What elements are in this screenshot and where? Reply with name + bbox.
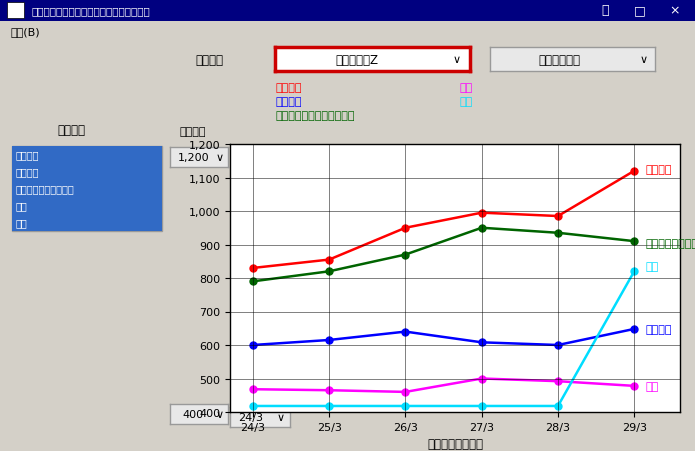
Bar [12,147,162,231]
Text: ×: × [669,5,680,18]
Text: 1,200: 1,200 [177,152,209,163]
Text: 工事種類別比較評点推移－経営建設（株）: 工事種類別比較評点推移－経営建設（株） [31,6,150,16]
Text: 土木一式: 土木一式 [16,150,40,160]
Text: ∨: ∨ [215,409,223,419]
Text: 24/3: 24/3 [238,412,263,422]
Text: ∨: ∨ [277,412,285,422]
Text: 工事種類: 工事種類 [57,124,85,137]
X-axis label: 決算期（年／月）: 決算期（年／月） [427,437,483,450]
Bar [12,164,162,180]
Text: 評点選択: 評点選択 [195,53,223,66]
Text: とび・土工・コンクリ: とび・土工・コンクリ [646,238,695,248]
Text: 追加表示なし: 追加表示なし [539,53,580,66]
Text: 鋼装: 鋼装 [460,83,473,93]
Text: とび・土工・コンクリート: とび・土工・コンクリート [275,111,354,121]
Text: 建築一式: 建築一式 [16,166,40,177]
Text: －: － [601,5,608,18]
Text: ∨: ∨ [639,55,648,65]
Text: （点数）: （点数） [180,127,206,137]
Bar [12,198,162,215]
Text: 解体: 解体 [460,97,473,107]
Text: □: □ [634,5,645,18]
Text: ∨: ∨ [215,152,223,163]
Text: 鋼装: 鋼装 [16,201,28,211]
Text: 技術力評点Z: 技術力評点Z [336,53,378,66]
Text: 建築一式: 建築一式 [646,324,672,334]
Bar [12,180,162,198]
Text: 解体: 解体 [16,217,28,227]
Bar [7,3,24,18]
Text: 解体: 解体 [646,262,659,272]
Text: 建築一式: 建築一式 [275,97,302,107]
Bar [12,147,162,164]
Text: 戻る(B): 戻る(B) [10,27,40,37]
Text: とび・土工・コンクリ: とび・土工・コンクリ [16,184,75,193]
Text: ∨: ∨ [452,55,460,65]
Text: 400: 400 [183,409,204,419]
Bar [12,215,162,231]
Text: 鋼装: 鋼装 [646,381,659,391]
Text: 土木一式: 土木一式 [646,165,672,175]
Text: 土木一式: 土木一式 [275,83,302,93]
